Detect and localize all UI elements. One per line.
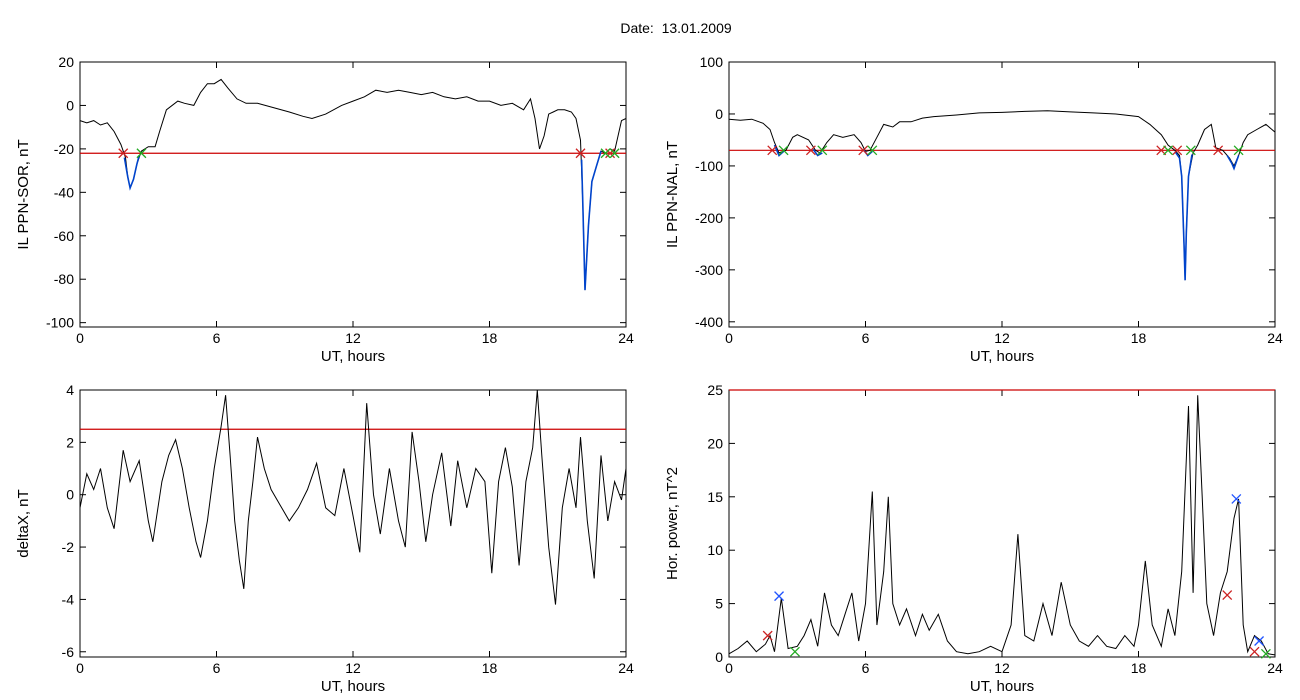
x-tick-label: 0: [725, 330, 733, 346]
x-tick-label: 0: [76, 330, 84, 346]
green-marker: [867, 145, 878, 156]
plot-frame: [728, 61, 1276, 328]
plot-frame: [79, 389, 627, 658]
event-segment: [1226, 155, 1240, 171]
green-marker: [790, 646, 800, 657]
y-tick-label: -40: [54, 184, 74, 200]
panel-il-ppn-sor: 0 6 12 18 24 20 0 -20 -40 -60 -80 -100 UT, hours IL P…: [15, 54, 634, 365]
x-axis-label: UT, hours: [970, 678, 1034, 695]
x-tick-label: 18: [482, 660, 498, 676]
series-line: [728, 395, 1276, 656]
chart-title: Date: 13.01.2009: [620, 20, 732, 36]
y-tick-label: -100: [695, 158, 723, 174]
y-tick-label: 0: [715, 106, 723, 122]
x-tick-label: 6: [862, 660, 870, 676]
y-tick-label: 0: [66, 487, 74, 503]
plot-frame: [728, 389, 1276, 658]
green-marker: [1163, 145, 1174, 156]
y-axis-label: deltaX, nT: [15, 489, 32, 557]
y-tick-label: -6: [62, 644, 75, 660]
x-axis-label: UT, hours: [970, 348, 1034, 365]
y-tick-label: -300: [695, 262, 723, 278]
x-tick-label: 24: [618, 330, 634, 346]
x-tick-label: 6: [213, 660, 221, 676]
x-axis-label: UT, hours: [321, 678, 385, 695]
x-tick-label: 18: [1131, 330, 1147, 346]
y-axis-label: IL PPN-NAL, nT: [664, 141, 681, 248]
x-tick-label: 12: [345, 660, 361, 676]
y-tick-label: 20: [58, 54, 74, 70]
y-tick-label: 100: [700, 54, 724, 70]
event-segment: [812, 148, 823, 157]
blue-marker: [1231, 493, 1242, 504]
y-tick-label: -200: [695, 210, 723, 226]
series-line: [79, 78, 627, 291]
red-marker: [858, 145, 869, 156]
green-marker: [1260, 648, 1271, 659]
x-axis-label: UT, hours: [321, 348, 385, 365]
green-marker: [609, 148, 620, 159]
red-marker: [762, 630, 773, 641]
x-tick-label: 6: [213, 330, 221, 346]
y-axis-label: Hor. power, nT^2: [664, 467, 681, 580]
y-tick-label: 10: [707, 542, 723, 558]
y-tick-label: -20: [54, 141, 74, 157]
x-tick-label: 24: [1267, 330, 1283, 346]
y-tick-label: 0: [715, 649, 723, 665]
red-marker: [575, 148, 586, 159]
blue-marker: [774, 591, 785, 602]
green-marker: [136, 148, 147, 159]
series-line: [79, 389, 627, 605]
y-tick-label: -80: [54, 271, 74, 287]
red-marker: [805, 145, 816, 156]
y-tick-label: 2: [66, 434, 74, 450]
x-tick-label: 24: [1267, 660, 1283, 676]
series-line: [728, 110, 1276, 281]
y-tick-label: 0: [66, 97, 74, 113]
red-marker: [605, 148, 616, 159]
panel-il-ppn-nal: 0 6 12 18 24 100 0 -100 -200 -300 -400 UT, hours IL …: [664, 54, 1283, 365]
x-tick-label: 12: [994, 660, 1010, 676]
x-tick-label: 18: [482, 330, 498, 346]
green-marker: [778, 145, 789, 156]
x-tick-label: 12: [345, 330, 361, 346]
blue-marker: [1254, 636, 1265, 646]
red-marker: [1172, 145, 1183, 156]
event-segment: [580, 150, 602, 291]
y-tick-label: 15: [707, 489, 723, 505]
x-tick-label: 24: [618, 660, 634, 676]
y-tick-label: -400: [695, 314, 723, 330]
y-tick-label: -100: [46, 315, 74, 331]
y-axis-label: IL PPN-SOR, nT: [15, 139, 32, 249]
x-tick-label: 0: [725, 660, 733, 676]
green-marker: [1233, 145, 1244, 156]
y-tick-label: 4: [66, 382, 74, 398]
y-tick-label: 25: [707, 382, 723, 398]
x-tick-label: 0: [76, 660, 84, 676]
panel-deltax: 0 6 12 18 24 4 2 0 -2 -4 -6 UT, hours deltaX, nT: [15, 382, 634, 695]
panel-hor-power: 0 6 12 18 24 25 20 15 10 5 0 UT, hours Hor. power, n…: [664, 382, 1283, 695]
y-tick-label: 20: [707, 435, 723, 451]
event-segment: [1174, 150, 1193, 281]
red-marker: [1213, 145, 1224, 156]
x-tick-label: 6: [862, 330, 870, 346]
y-tick-label: 5: [715, 596, 723, 612]
green-marker: [1185, 145, 1196, 156]
x-tick-label: 18: [1131, 660, 1147, 676]
red-marker: [1249, 646, 1260, 657]
plot-frame: [79, 61, 627, 328]
y-tick-label: -4: [62, 591, 75, 607]
red-marker: [118, 148, 129, 159]
red-marker: [767, 145, 778, 156]
green-marker: [600, 148, 611, 159]
y-tick-label: -2: [62, 539, 75, 555]
x-tick-label: 12: [994, 330, 1010, 346]
green-marker: [817, 145, 828, 156]
red-marker: [1222, 590, 1233, 601]
event-segment: [123, 155, 140, 191]
y-tick-label: -60: [54, 228, 74, 244]
